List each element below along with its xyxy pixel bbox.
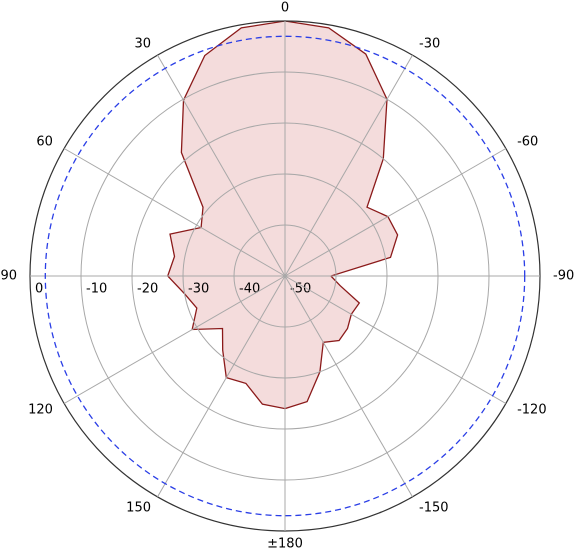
r-tick-label: -30 bbox=[188, 282, 209, 297]
reference-circle bbox=[44, 35, 526, 517]
spoke bbox=[284, 148, 507, 277]
spoke bbox=[157, 54, 286, 277]
theta-tick-label: 120 bbox=[28, 403, 53, 418]
theta-tick-label: -60 bbox=[517, 135, 538, 150]
spoke bbox=[63, 275, 286, 404]
r-tick-label: -20 bbox=[137, 282, 158, 297]
pattern-area bbox=[166, 20, 399, 410]
theta-tick-label: 60 bbox=[36, 135, 53, 150]
theta-tick-label: -150 bbox=[419, 501, 449, 516]
spoke bbox=[284, 54, 413, 277]
r-tick-label: -50 bbox=[290, 282, 311, 297]
theta-tick-label: -90 bbox=[553, 269, 574, 284]
r-tick-label: 0 bbox=[35, 282, 43, 297]
theta-tick-label: 0 bbox=[281, 1, 289, 16]
theta-tick-label: 150 bbox=[126, 501, 151, 516]
r-tick-label: -40 bbox=[239, 282, 260, 297]
spoke bbox=[284, 275, 413, 498]
theta-tick-label: -30 bbox=[419, 36, 440, 51]
theta-tick-label: 90 bbox=[0, 269, 17, 284]
spoke bbox=[157, 275, 286, 498]
theta-tick-label: ±180 bbox=[267, 537, 303, 552]
spoke bbox=[63, 148, 286, 277]
r-tick-label: -10 bbox=[86, 282, 107, 297]
spoke bbox=[284, 275, 507, 404]
theta-tick-label: -120 bbox=[517, 403, 547, 418]
theta-tick-label: 30 bbox=[134, 36, 151, 51]
